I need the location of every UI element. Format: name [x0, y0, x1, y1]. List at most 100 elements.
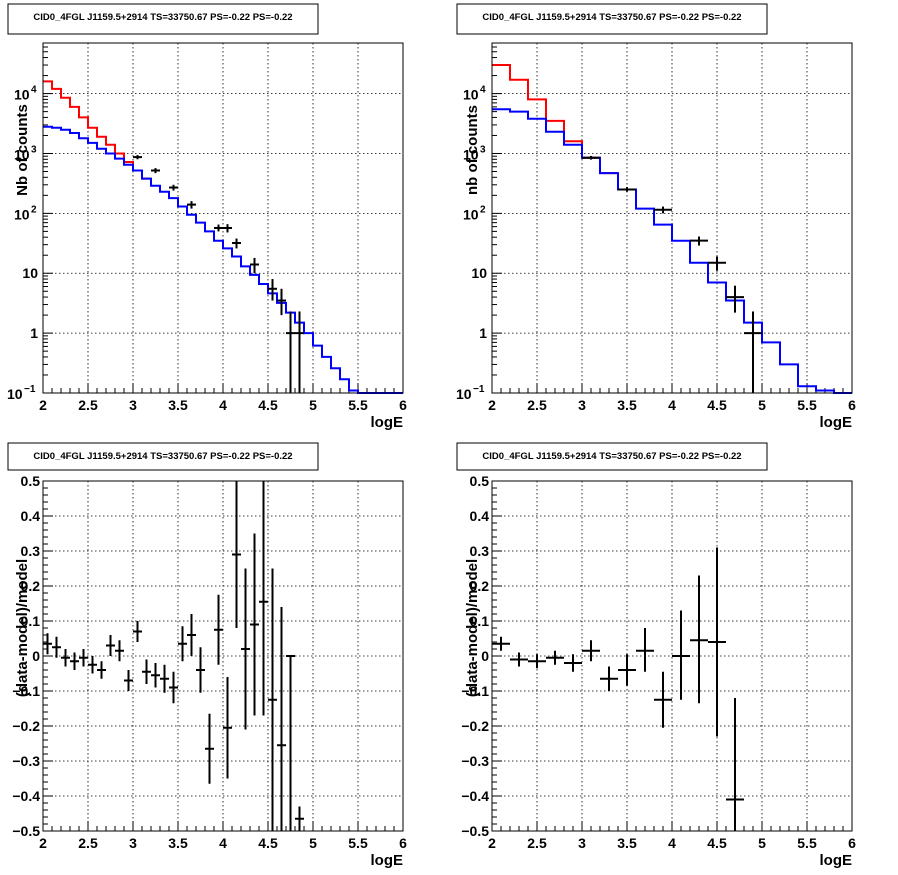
x-tick-label: 4.5 [258, 397, 278, 413]
x-tick-label: 3.5 [617, 835, 637, 851]
y-tick-label: 0.1 [21, 613, 41, 629]
data-point [133, 621, 142, 642]
data-point [600, 666, 618, 691]
data-point [286, 311, 295, 393]
x-tick-label: 4 [668, 397, 676, 413]
data-point [205, 713, 214, 784]
x-tick-label: 2.5 [78, 835, 98, 851]
data-point [277, 607, 286, 831]
chart-title: CID0_4FGL J1159.5+2914 TS=33750.67 PS=-0… [482, 12, 741, 23]
data-point [250, 533, 259, 716]
data-point [492, 636, 510, 651]
x-tick-label: 4 [219, 835, 227, 851]
data-point [277, 288, 286, 316]
data-point [223, 677, 232, 779]
data-point [52, 636, 61, 658]
x-tick-label: 4.5 [707, 835, 727, 851]
plot-frame [491, 42, 853, 394]
y-tick-label: −0.5 [461, 823, 489, 839]
y-tick-label-base: 10 [463, 206, 479, 222]
x-tick-label: 4.5 [707, 397, 727, 413]
y-tick-label-base: 10 [14, 87, 30, 103]
y-tick-label-exponent: 3 [31, 144, 37, 155]
x-tick-label: 5 [309, 397, 317, 413]
chart-panel-3: CID0_4FGL J1159.5+2914 TS=33750.67 PS=-0… [7, 442, 407, 869]
y-tick-label: −0.3 [12, 753, 40, 769]
x-tick-label: 2.5 [78, 397, 98, 413]
y-tick-label: 0.2 [470, 578, 490, 594]
y-tick-label-base: 10 [14, 146, 30, 162]
data-point [268, 568, 277, 831]
data-point [214, 224, 223, 232]
x-tick-label: 5 [758, 397, 766, 413]
data-point [636, 628, 654, 672]
x-tick-label: 4 [219, 397, 227, 413]
y-tick-label-base: 10 [463, 146, 479, 162]
data-point [232, 238, 241, 249]
data-point [690, 236, 708, 246]
data-point [708, 547, 726, 737]
title-box [456, 442, 768, 471]
data-point [115, 640, 124, 662]
x-tick-label: 3 [578, 397, 586, 413]
y-tick-label-base: 10 [456, 386, 472, 402]
y-tick-label-exponent: 2 [31, 204, 37, 215]
x-tick-label: 5 [758, 835, 766, 851]
y-tick-label-exponent: 2 [480, 204, 486, 215]
model-series-1 [43, 80, 151, 180]
y-tick-label: 0.4 [470, 508, 490, 524]
plot-frame [42, 480, 404, 832]
data-point [286, 655, 295, 831]
data-point [726, 698, 744, 831]
x-tick-label: 2 [39, 397, 47, 413]
y-tick-label: 10 [471, 265, 487, 281]
title-box [7, 442, 319, 471]
y-tick-label: −0.2 [461, 718, 489, 734]
data-point [223, 224, 232, 233]
data-point [97, 661, 106, 679]
x-tick-label: 3.5 [168, 835, 188, 851]
data-point [744, 311, 762, 393]
y-tick-label: 0.3 [21, 543, 41, 559]
x-tick-label: 5.5 [348, 397, 368, 413]
chart-title: CID0_4FGL J1159.5+2914 TS=33750.67 PS=-0… [33, 451, 292, 462]
x-tick-label: 2 [488, 397, 496, 413]
title-box [7, 3, 319, 35]
data-point [546, 650, 564, 665]
y-tick-label: 0.1 [470, 613, 490, 629]
y-tick-label-exponent: −1 [473, 384, 485, 395]
data-point [672, 610, 690, 700]
data-point [187, 614, 196, 656]
data-point [160, 664, 169, 693]
y-tick-label: 0.5 [470, 473, 490, 489]
y-axis-label: (data-model)/model [464, 559, 481, 697]
data-point [268, 279, 277, 301]
data-point [618, 187, 636, 192]
y-tick-label: 0 [481, 648, 489, 664]
data-point [582, 155, 600, 160]
data-point [690, 575, 708, 704]
data-point [88, 656, 97, 674]
data-point [726, 285, 744, 313]
data-point [61, 649, 70, 667]
x-tick-label: 3.5 [617, 397, 637, 413]
x-tick-label: 3 [129, 397, 137, 413]
x-tick-label: 5.5 [348, 835, 368, 851]
y-tick-label-exponent: −1 [24, 384, 36, 395]
x-tick-label: 5.5 [797, 835, 817, 851]
data-point [510, 652, 528, 667]
model-series-2 [43, 125, 403, 394]
y-tick-label: 0.5 [21, 473, 41, 489]
y-tick-label: 0.3 [470, 543, 490, 559]
x-tick-label: 4.5 [258, 835, 278, 851]
chart-panel-2: CID0_4FGL J1159.5+2914 TS=33750.67 PS=-0… [456, 3, 856, 431]
y-tick-label: 0.2 [21, 578, 41, 594]
data-point [241, 568, 250, 730]
data-point [106, 635, 115, 656]
y-axis-label: Nb of counts [14, 104, 31, 196]
x-tick-label: 4 [668, 835, 676, 851]
y-tick-label: 1 [30, 325, 38, 341]
x-tick-label: 6 [848, 835, 856, 851]
y-tick-label: −0.1 [461, 683, 489, 699]
